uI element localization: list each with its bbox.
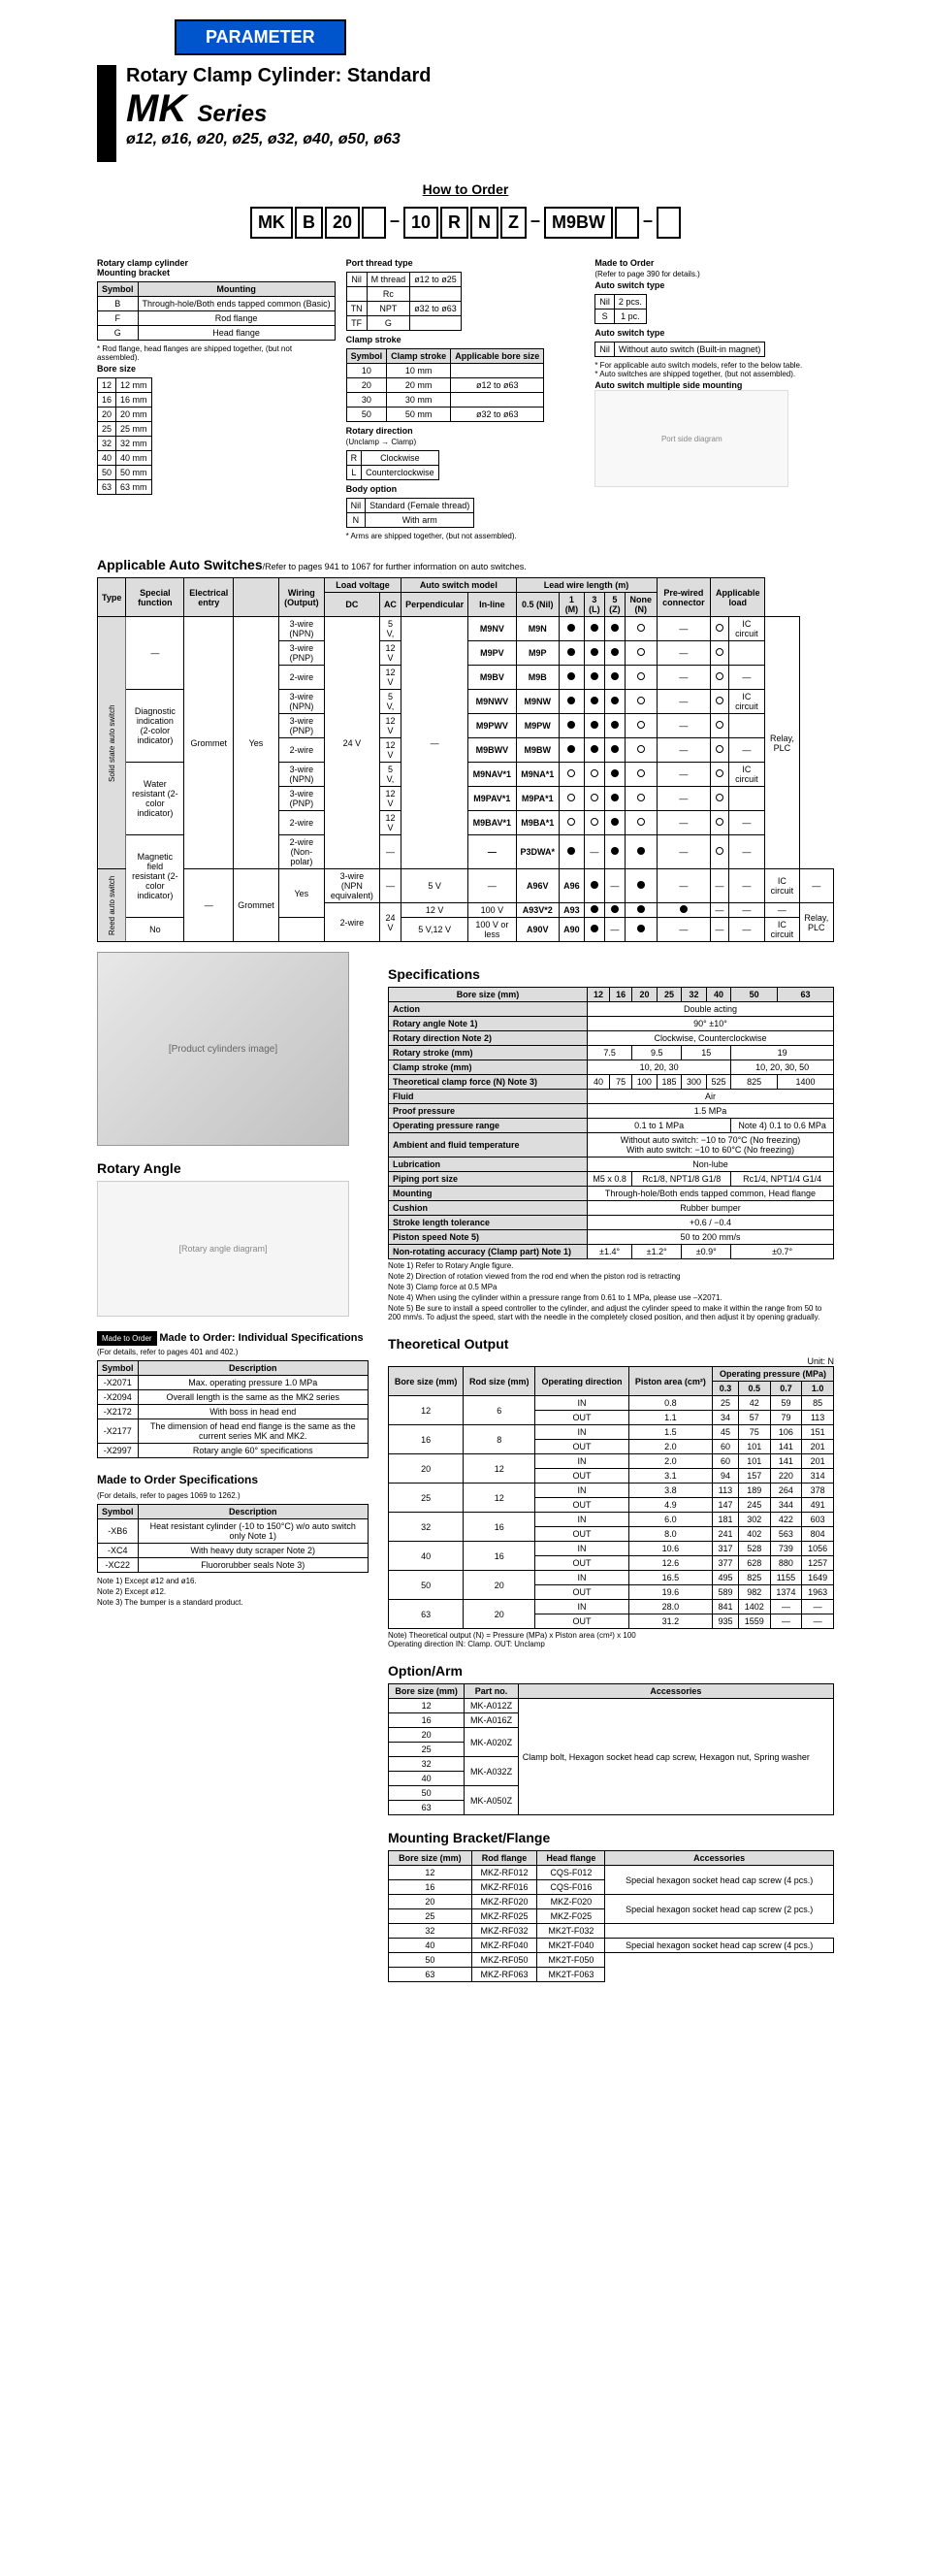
rotary-angle-diagram: [Rotary angle diagram]	[97, 1181, 349, 1317]
order-segment: 10	[403, 207, 438, 239]
made-to-order-note: (Refer to page 390 for details.)	[594, 270, 834, 278]
order-segment: N	[470, 207, 498, 239]
order-segment: MK	[250, 207, 293, 239]
series-name: MK	[126, 87, 186, 130]
auto-switch-type-table: NilWithout auto switch (Built-in magnet)	[594, 342, 765, 357]
mounting-bracket-table: SymbolMountingBThrough-hole/Both ends ta…	[97, 281, 336, 341]
spec-note: Note 2) Direction of rotation viewed fro…	[388, 1272, 834, 1281]
order-segment	[362, 207, 386, 239]
parameter-badge: PARAMETER	[175, 19, 346, 55]
mto-individual-subtitle: (For details, refer to pages 401 and 402…	[97, 1348, 369, 1356]
how-to-order-heading: How to Order	[97, 181, 834, 197]
mto-spec-title: Made to Order Specifications	[97, 1473, 369, 1486]
mounting-flange-title: Mounting Bracket/Flange	[388, 1830, 834, 1845]
rotary-direction-subtitle: (Unclamp → Clamp)	[346, 438, 586, 446]
mounting-note: * Rod flange, head flanges are shipped t…	[97, 344, 337, 362]
made-to-order-title: Made to Order	[594, 258, 834, 268]
title-accent-bar	[97, 65, 116, 162]
rotary-clamp-label: Rotary clamp cylinder	[97, 258, 337, 268]
order-segment: Z	[500, 207, 527, 239]
auto-switch-qty-title: Auto switch type	[594, 280, 834, 290]
port-thread-title: Port thread type	[346, 258, 586, 268]
mto-individual-table: SymbolDescription-X2071Max. operating pr…	[97, 1360, 369, 1458]
theoretical-output-title: Theoretical Output	[388, 1336, 834, 1352]
bore-size-title: Bore size	[97, 364, 337, 374]
mounting-bracket-title: Mounting bracket	[97, 268, 337, 277]
order-diagram: Rotary clamp cylinder Mounting bracket S…	[97, 258, 834, 542]
clamp-stroke-table: SymbolClamp strokeApplicable bore size10…	[346, 348, 545, 422]
rotary-angle-title: Rotary Angle	[97, 1160, 369, 1176]
sizes-list: ø12, ø16, ø20, ø25, ø32, ø40, ø50, ø63	[126, 131, 432, 148]
clamp-stroke-title: Clamp stroke	[346, 335, 586, 344]
spec-note: Note 1) Refer to Rotary Angle figure.	[388, 1261, 834, 1270]
page-title: Rotary Clamp Cylinder: Standard	[126, 65, 432, 87]
auto-switch-mounting-title: Auto switch multiple side mounting	[594, 380, 834, 390]
rotary-direction-title: Rotary direction	[346, 426, 586, 436]
order-segment: –	[529, 207, 542, 239]
order-segment: B	[295, 207, 323, 239]
auto-switch-type-note: * For applicable auto switch models, ref…	[594, 361, 834, 378]
made-to-order-badge: Made to Order	[97, 1331, 157, 1346]
rotary-direction-table: RClockwiseLCounterclockwise	[346, 450, 439, 480]
order-code: MKB20 –10RNZ–M9BW –	[97, 207, 834, 239]
theoretical-output-table: Bore size (mm)Rod size (mm)Operating dir…	[388, 1366, 834, 1629]
port-thread-table: NilM threadø12 to ø25RcTNNPTø32 to ø63TF…	[346, 272, 462, 331]
mto-individual-title: Made to Order: Individual Specifications	[159, 1332, 363, 1344]
port-diagram: Port side diagram	[594, 390, 788, 487]
order-segment: –	[641, 207, 655, 239]
mto-spec-subtitle: (For details, refer to pages 1069 to 126…	[97, 1491, 369, 1500]
output-unit: Unit: N	[388, 1356, 834, 1366]
output-note: Note) Theoretical output (N) = Pressure …	[388, 1631, 834, 1648]
order-segment: R	[440, 207, 468, 239]
auto-switch-type-title: Auto switch type	[594, 328, 834, 338]
series-suffix: Series	[197, 101, 267, 127]
title-section: Rotary Clamp Cylinder: Standard MK Serie…	[97, 65, 834, 162]
product-image: [Product cylinders image]	[97, 952, 349, 1146]
spec-note: Note 4) When using the cylinder within a…	[388, 1293, 834, 1302]
spec-note: Note 5) Be sure to install a speed contr…	[388, 1304, 834, 1321]
order-segment: M9BW	[544, 207, 613, 239]
body-option-table: NilStandard (Female thread)NWith arm	[346, 498, 475, 528]
applicable-switches-title: Applicable Auto Switches/Refer to pages …	[97, 557, 834, 572]
mounting-flange-table: Bore size (mm)Rod flangeHead flangeAcces…	[388, 1850, 834, 1982]
bore-size-table: 1212 mm1616 mm2020 mm2525 mm3232 mm4040 …	[97, 377, 152, 495]
applicable-switches-table: TypeSpecial functionElectrical entryWiri…	[97, 577, 834, 942]
order-segment: 20	[325, 207, 360, 239]
mto-spec-note: Note 3) The bumper is a standard product…	[97, 1598, 369, 1607]
mto-spec-table: SymbolDescription-XB6Heat resistant cyli…	[97, 1504, 369, 1573]
mto-spec-note: Note 2) Except ø12.	[97, 1587, 369, 1596]
order-segment	[657, 207, 681, 239]
specifications-table: Bore size (mm)1216202532405063ActionDoub…	[388, 987, 834, 1259]
body-option-note: * Arms are shipped together, (but not as…	[346, 532, 586, 540]
body-option-title: Body option	[346, 484, 586, 494]
order-segment	[615, 207, 639, 239]
option-arm-table: Bore size (mm)Part no.Accessories12MK-A0…	[388, 1683, 834, 1815]
order-segment: –	[388, 207, 401, 239]
spec-note: Note 3) Clamp force at 0.5 MPa	[388, 1283, 834, 1291]
auto-switch-qty-table: Nil2 pcs.S1 pc.	[594, 294, 647, 324]
specifications-title: Specifications	[388, 966, 834, 982]
mto-spec-note: Note 1) Except ø12 and ø16.	[97, 1577, 369, 1585]
option-arm-title: Option/Arm	[388, 1663, 834, 1679]
